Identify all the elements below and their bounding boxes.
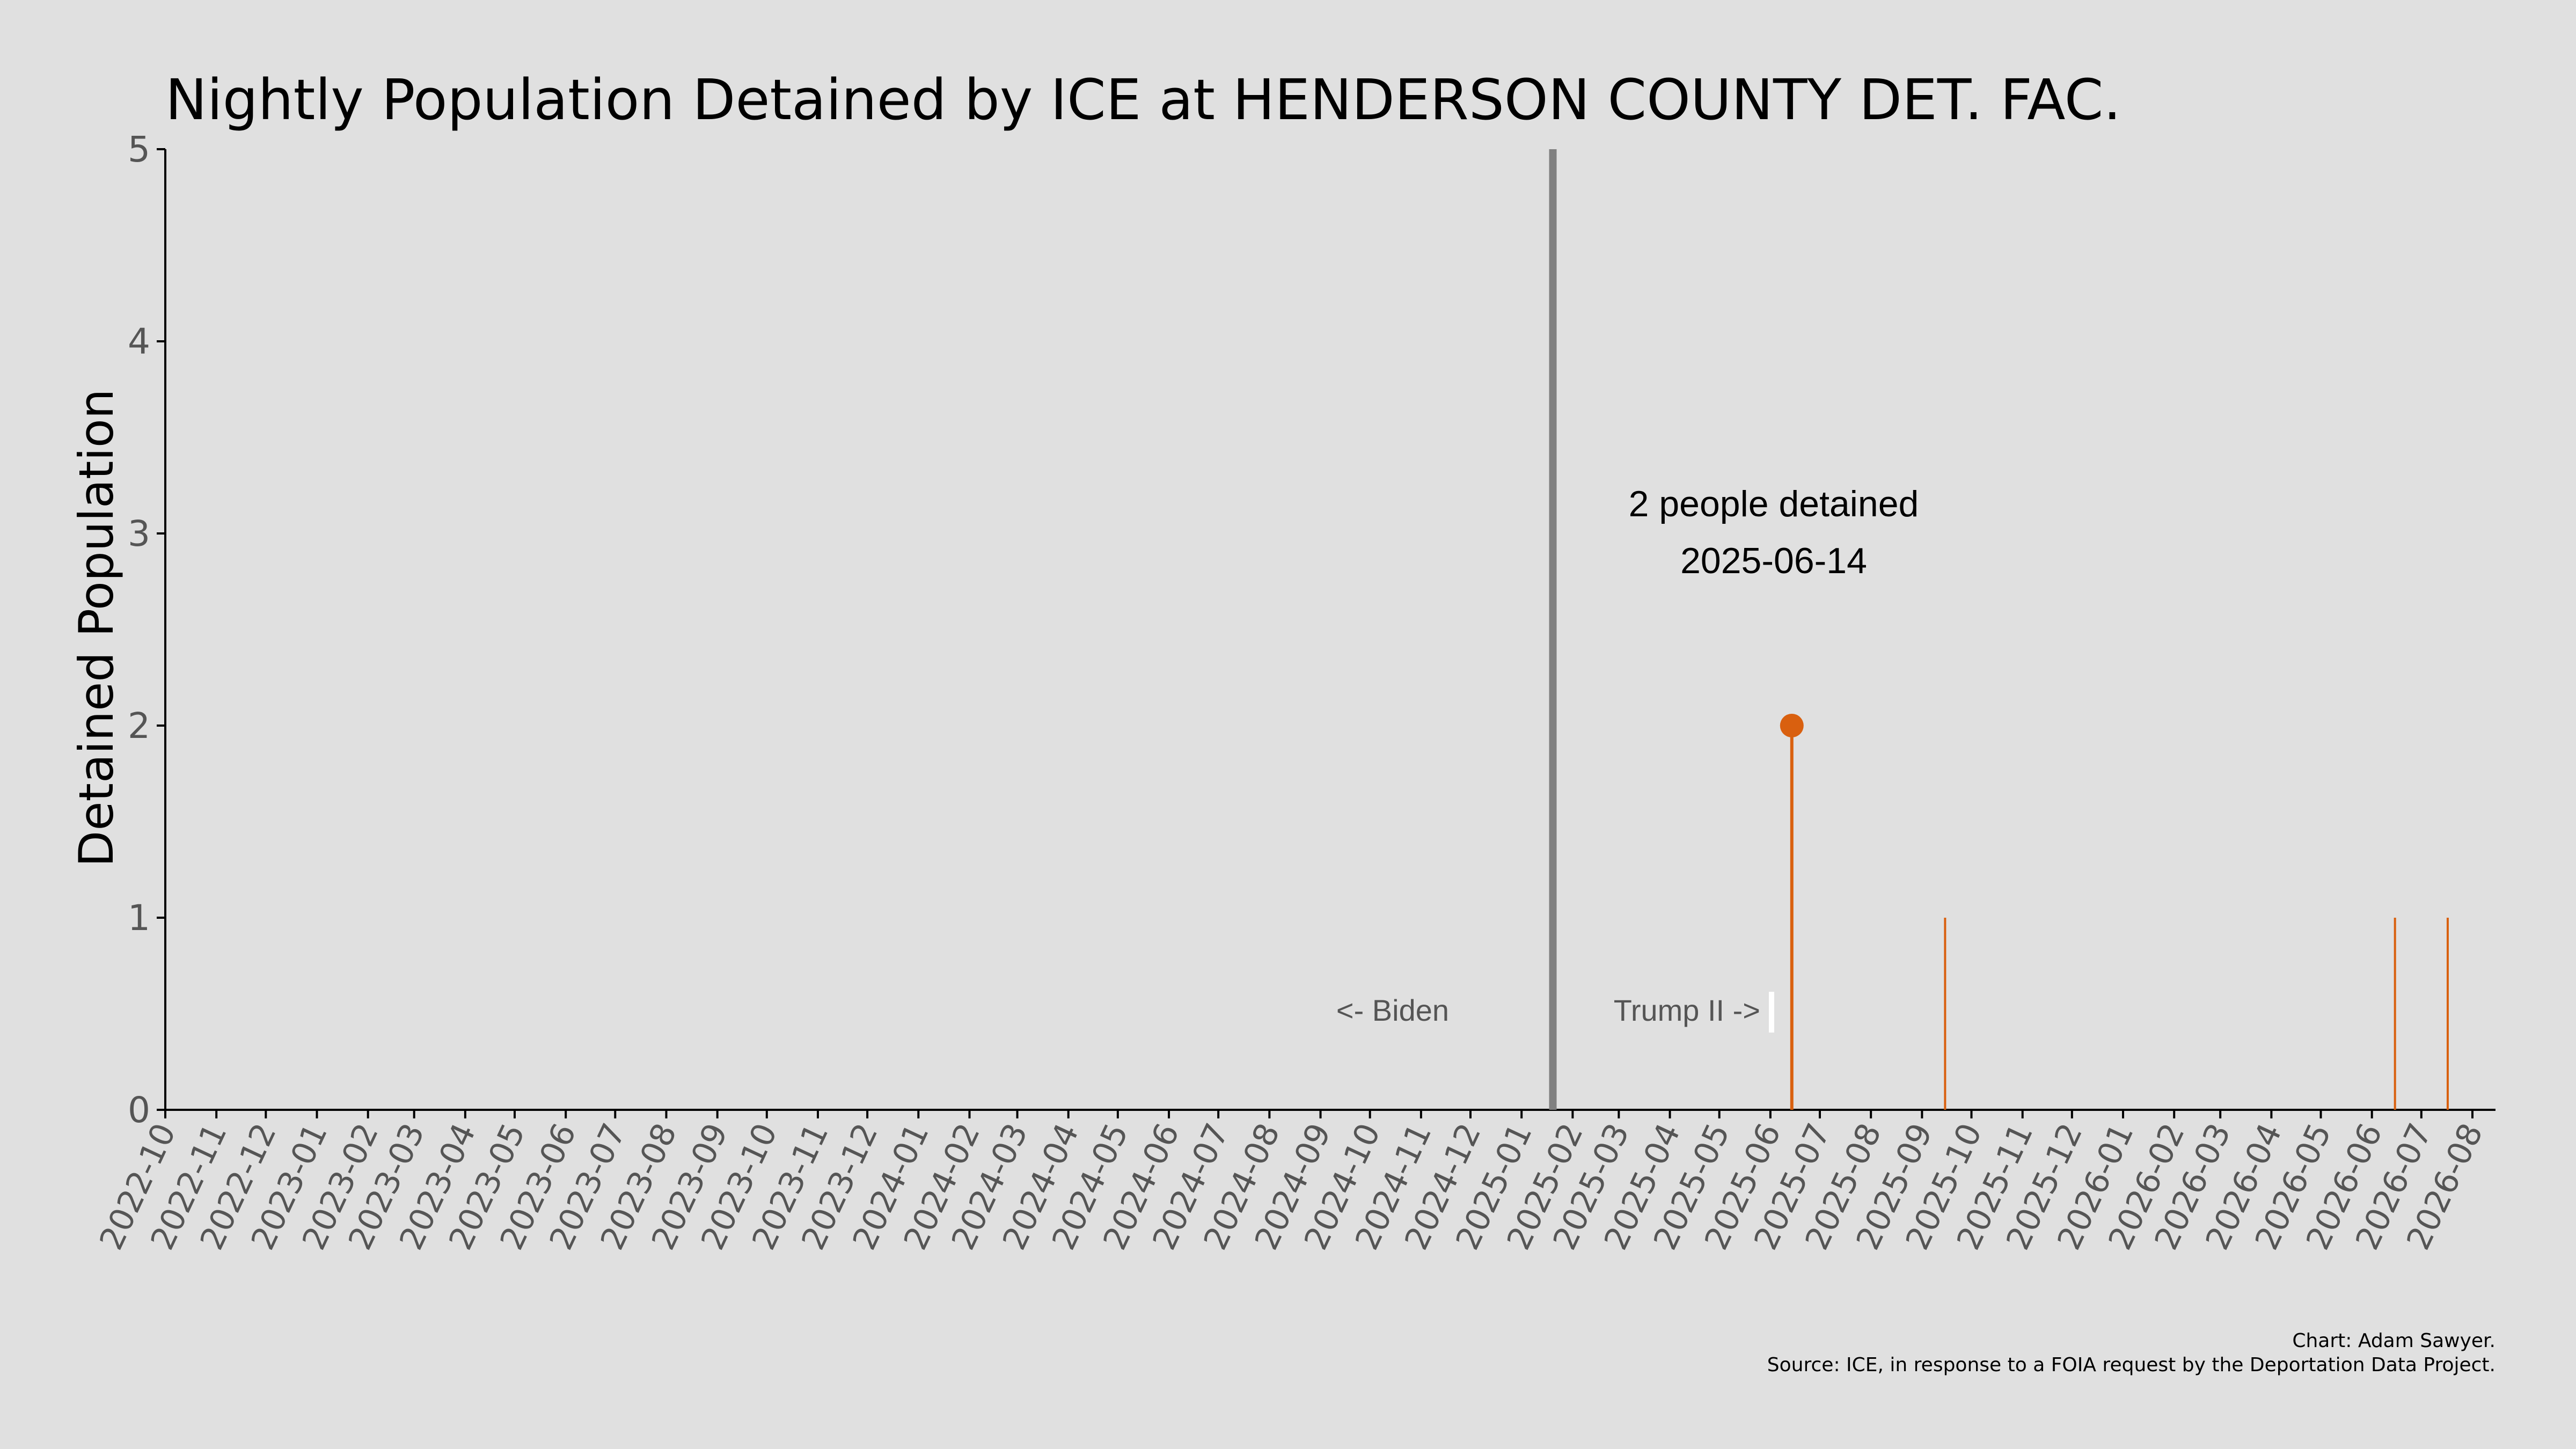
y-tick-label: 1 xyxy=(128,897,150,939)
era-label-trump: Trump II -> xyxy=(1614,993,1760,1027)
peak-marker xyxy=(1780,714,1804,737)
era-label-marker xyxy=(1769,992,1774,1033)
y-tick-label: 4 xyxy=(128,321,150,362)
credit-author: Chart: Adam Sawyer. xyxy=(2292,1330,2496,1352)
highlight-label-count: 2 people detained xyxy=(1629,484,1919,524)
y-tick-label: 2 xyxy=(128,705,150,747)
y-tick-label: 3 xyxy=(128,513,150,554)
y-tick-label: 5 xyxy=(128,129,150,170)
chart-title: Nightly Population Detained by ICE at HE… xyxy=(165,67,2121,133)
credit-source: Source: ICE, in response to a FOIA reque… xyxy=(1767,1354,2496,1376)
y-tick-label: 0 xyxy=(128,1089,150,1131)
era-label-biden: <- Biden xyxy=(1336,993,1449,1027)
highlight-label-date: 2025-06-14 xyxy=(1680,540,1867,581)
plot-area: 0123452022-102022-112022-122023-012023-0… xyxy=(92,129,2496,1256)
y-axis-label: Detained Population xyxy=(69,389,124,867)
